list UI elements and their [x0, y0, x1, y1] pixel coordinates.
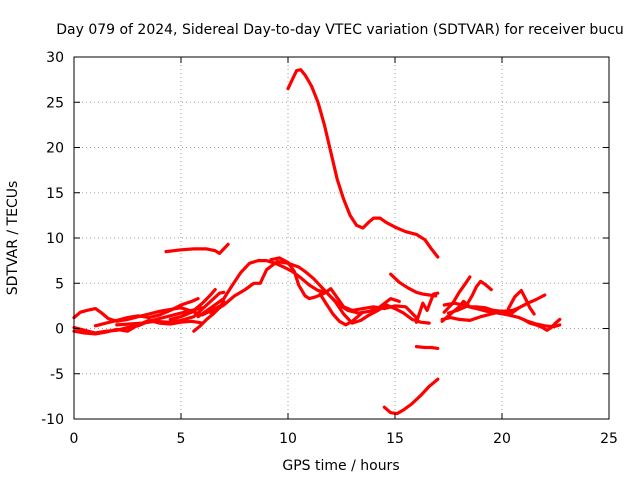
series-line-mid-small-1 — [414, 291, 440, 324]
x-tick-label: 20 — [493, 431, 511, 447]
x-tick-label: 10 — [279, 431, 297, 447]
chart-title: Day 079 of 2024, Sidereal Day-to-day VTE… — [56, 22, 624, 38]
series-line-early-4 — [93, 297, 200, 328]
series-line-arc-c — [269, 256, 418, 320]
y-tick-label: 0 — [55, 322, 64, 338]
y-tick-label: 30 — [46, 50, 64, 66]
grid — [74, 57, 609, 419]
series-line-late-7 — [506, 288, 536, 316]
series-line-upper-flat — [164, 242, 230, 255]
series-line-short-segment — [414, 345, 440, 350]
x-tick-label: 5 — [177, 431, 186, 447]
x-axis-label: GPS time / hours — [282, 458, 399, 474]
y-axis-label: SDTVAR / TECUs — [5, 181, 21, 296]
y-tick-label: 25 — [46, 95, 64, 111]
series-line-early-7 — [192, 299, 226, 333]
x-tick-label: 0 — [70, 431, 79, 447]
y-tick-label: -5 — [50, 367, 64, 383]
series-line-late-e — [389, 272, 438, 298]
axis-ticks: 0 5 10 15 20 25 -10 -5 0 5 10 15 20 25 30 — [41, 50, 618, 447]
series-line-late-3 — [442, 275, 472, 314]
series-line-arc-b — [209, 259, 401, 315]
series-layer — [72, 68, 562, 416]
series-line-late-4 — [446, 279, 493, 315]
series-line-big-peak — [286, 68, 440, 259]
y-tick-label: -10 — [41, 412, 64, 428]
series-line-late-5 — [440, 306, 521, 322]
series-line-early-6 — [168, 288, 217, 321]
y-tick-label: 10 — [46, 231, 64, 247]
series-line-early-5 — [115, 290, 226, 327]
y-tick-label: 20 — [46, 141, 64, 157]
x-tick-label: 25 — [600, 431, 618, 447]
y-tick-label: 15 — [46, 186, 64, 202]
series-line-hump-d — [318, 292, 365, 327]
y-tick-label: 5 — [55, 276, 64, 292]
x-tick-label: 15 — [386, 431, 404, 447]
series-line-late-6 — [521, 317, 562, 332]
series-line-dip-segment — [382, 377, 440, 416]
series-line-late-1 — [442, 301, 562, 329]
